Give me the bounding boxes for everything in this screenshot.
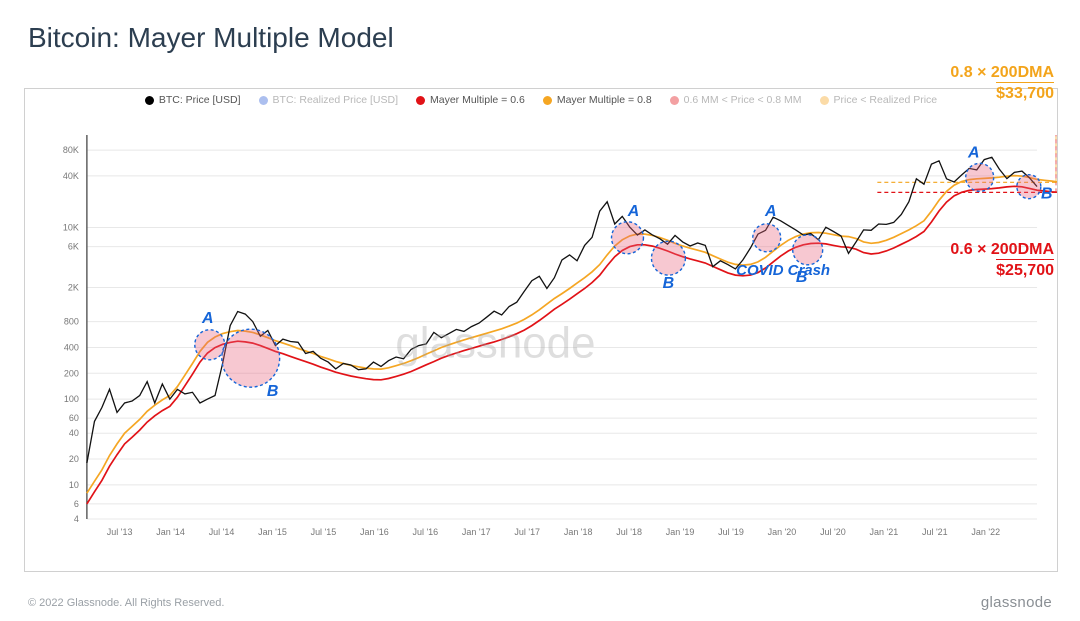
svg-text:A: A: [764, 203, 777, 220]
callout-lower-line2: $25,700: [996, 259, 1054, 280]
legend-label: BTC: Realized Price [USD]: [273, 94, 398, 106]
svg-text:Jul '16: Jul '16: [412, 527, 438, 537]
legend-swatch: [820, 96, 829, 105]
svg-text:10: 10: [69, 480, 79, 490]
svg-text:80K: 80K: [63, 145, 79, 155]
svg-text:100: 100: [64, 394, 79, 404]
svg-text:Jul '17: Jul '17: [514, 527, 540, 537]
svg-text:Jan '20: Jan '20: [768, 527, 797, 537]
svg-text:B: B: [663, 275, 675, 292]
svg-text:200: 200: [64, 368, 79, 378]
svg-text:Jul '18: Jul '18: [616, 527, 642, 537]
svg-text:Jul '20: Jul '20: [820, 527, 846, 537]
svg-text:B: B: [1041, 186, 1053, 203]
legend-swatch: [670, 96, 679, 105]
svg-text:Jul '13: Jul '13: [107, 527, 133, 537]
svg-text:Jul '21: Jul '21: [922, 527, 948, 537]
chart-plot: 4 6 10 20 40 60 100 200 400 800 2K 6K 10K 40K 80K Jul '…: [25, 111, 1057, 551]
legend-item: BTC: Price [USD]: [145, 94, 241, 106]
svg-text:6K: 6K: [68, 242, 79, 252]
svg-text:40K: 40K: [63, 171, 79, 181]
svg-text:A: A: [627, 203, 640, 220]
svg-text:Jul '15: Jul '15: [311, 527, 337, 537]
legend-item: Mayer Multiple = 0.6: [416, 94, 525, 106]
svg-text:2K: 2K: [68, 283, 79, 293]
legend-swatch: [259, 96, 268, 105]
svg-text:A: A: [201, 310, 214, 327]
legend-label: BTC: Price [USD]: [159, 94, 241, 106]
svg-text:Jan '21: Jan '21: [870, 527, 899, 537]
footer-copyright: © 2022 Glassnode. All Rights Reserved.: [28, 597, 224, 609]
svg-text:4: 4: [74, 514, 79, 524]
svg-text:6: 6: [74, 499, 79, 509]
svg-text:Jan '19: Jan '19: [666, 527, 695, 537]
svg-text:glassnode: glassnode: [395, 319, 595, 368]
callout-upper: 0.8 × 200DMA $33,700: [950, 63, 1054, 103]
callout-lower: 0.6 × 200DMA $25,700: [950, 240, 1054, 280]
legend-swatch: [543, 96, 552, 105]
svg-text:B: B: [267, 383, 279, 400]
legend-item: BTC: Realized Price [USD]: [259, 94, 398, 106]
svg-text:400: 400: [64, 342, 79, 352]
legend-item: Mayer Multiple = 0.8: [543, 94, 652, 106]
footer-brand: glassnode: [981, 594, 1052, 611]
svg-text:800: 800: [64, 317, 79, 327]
callout-lower-line1: 0.6 × 200DMA: [950, 240, 1054, 259]
svg-text:Jan '18: Jan '18: [564, 527, 593, 537]
legend-label: Mayer Multiple = 0.8: [557, 94, 652, 106]
svg-text:20: 20: [69, 454, 79, 464]
svg-text:40: 40: [69, 428, 79, 438]
svg-text:Jul '19: Jul '19: [718, 527, 744, 537]
svg-text:Jan '15: Jan '15: [258, 527, 287, 537]
legend-item: Price < Realized Price: [820, 94, 938, 106]
callout-upper-line2: $33,700: [996, 82, 1054, 103]
legend-label: Price < Realized Price: [834, 94, 938, 106]
legend-label: 0.6 MM < Price < 0.8 MM: [684, 94, 802, 106]
callout-upper-line1: 0.8 × 200DMA: [950, 63, 1054, 82]
svg-text:Jul '14: Jul '14: [209, 527, 235, 537]
svg-text:Jan '22: Jan '22: [971, 527, 1000, 537]
chart-title: Bitcoin: Mayer Multiple Model: [28, 22, 394, 54]
svg-text:10K: 10K: [63, 223, 79, 233]
svg-text:A: A: [967, 144, 980, 161]
legend: BTC: Price [USD] BTC: Realized Price [USD…: [25, 94, 1057, 106]
svg-text:Jan '14: Jan '14: [156, 527, 185, 537]
legend-label: Mayer Multiple = 0.6: [430, 94, 525, 106]
svg-text:Jan '17: Jan '17: [462, 527, 491, 537]
legend-swatch: [416, 96, 425, 105]
legend-swatch: [145, 96, 154, 105]
legend-item: 0.6 MM < Price < 0.8 MM: [670, 94, 802, 106]
svg-text:60: 60: [69, 413, 79, 423]
svg-text:Jan '16: Jan '16: [360, 527, 389, 537]
svg-text:COVID Crash: COVID Crash: [736, 262, 830, 279]
chart-container: BTC: Price [USD] BTC: Realized Price [USD…: [24, 88, 1058, 572]
